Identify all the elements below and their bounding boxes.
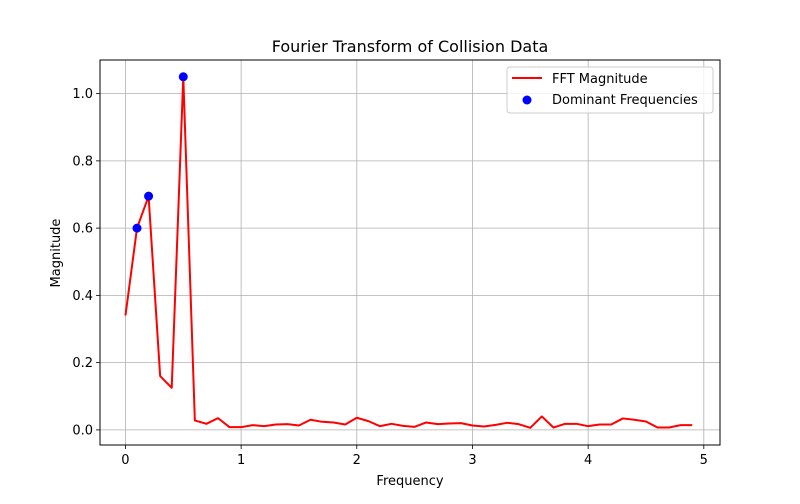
y-axis-label: Magnitude xyxy=(49,219,64,288)
y-tick-label: 0.0 xyxy=(72,423,93,438)
series-line-fft-magnitude xyxy=(124,75,693,429)
x-tick-label: 3 xyxy=(468,453,476,468)
legend-swatch-dominant-frequencies xyxy=(522,95,532,105)
x-tick-label: 0 xyxy=(121,453,129,468)
plot-frame xyxy=(99,59,721,446)
y-tick-label: 0.2 xyxy=(72,356,93,371)
x-tick-label: 2 xyxy=(353,453,361,468)
x-tick-label: 4 xyxy=(584,453,592,468)
dominant-frequency-point xyxy=(132,223,142,233)
legend-label-dominant-frequencies: Dominant Frequencies xyxy=(552,93,698,108)
ticks: 0 1 2 3 4 5 0.0 0.2 0.4 0.6 0.8 1.0 xyxy=(72,87,708,468)
x-tick-label: 5 xyxy=(700,453,708,468)
grid xyxy=(100,60,720,445)
series-layer xyxy=(124,72,693,429)
dominant-frequency-point xyxy=(178,72,188,82)
x-axis-label: Frequency xyxy=(376,474,443,489)
legend-box xyxy=(506,66,714,114)
y-tick-label: 0.4 xyxy=(72,289,93,304)
y-tick-label: 1.0 xyxy=(72,87,93,102)
chart-title: Fourier Transform of Collision Data xyxy=(272,37,549,56)
x-tick-label: 1 xyxy=(237,453,245,468)
y-tick-label: 0.8 xyxy=(72,154,93,169)
legend: FFT Magnitude Dominant Frequencies xyxy=(506,66,714,114)
y-tick-label: 0.6 xyxy=(72,222,93,237)
dominant-frequency-point xyxy=(144,191,154,201)
legend-label-fft-magnitude: FFT Magnitude xyxy=(552,72,648,87)
